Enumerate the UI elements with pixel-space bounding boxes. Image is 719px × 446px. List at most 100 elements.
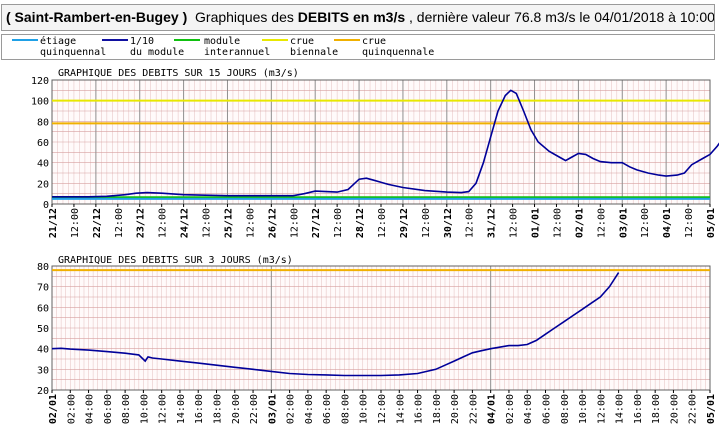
- x-tick-label: 16:00: [633, 394, 644, 424]
- x-tick-label: 06:00: [322, 394, 333, 424]
- legend-label: crue biennale: [290, 36, 339, 58]
- x-tick-label: 02/01: [574, 208, 585, 238]
- x-tick-label: 03/01: [618, 208, 629, 238]
- x-tick-label: 10:00: [359, 394, 370, 424]
- legend-line: [102, 39, 128, 41]
- x-tick-label: 12:00: [640, 208, 651, 238]
- x-tick-label: 04:00: [304, 394, 315, 424]
- y-tick-label: 80: [37, 262, 49, 273]
- legend-line: [174, 39, 200, 41]
- x-tick-label: 12:00: [114, 208, 125, 238]
- legend-label: module interannuel: [204, 36, 271, 58]
- x-tick-label: 26/12: [267, 208, 278, 238]
- x-tick-label: 29/12: [399, 208, 410, 238]
- x-tick-label: 05/01: [706, 394, 717, 424]
- x-tick-label: 16:00: [414, 394, 425, 424]
- x-tick-label: 22:00: [688, 394, 699, 424]
- x-tick-label: 10:00: [578, 394, 589, 424]
- x-tick-label: 18:00: [432, 394, 443, 424]
- title-last-value: , dernière valeur 76.8 m3/s le 04/01/201…: [409, 9, 715, 25]
- x-tick-label: 12:00: [684, 208, 695, 238]
- x-tick-label: 18:00: [651, 394, 662, 424]
- x-tick-label: 12:00: [333, 208, 344, 238]
- x-tick-label: 12:00: [245, 208, 256, 238]
- y-tick-label: 60: [37, 138, 49, 149]
- series-line: [51, 272, 620, 377]
- y-tick-label: 50: [37, 324, 49, 335]
- x-tick-label: 31/12: [487, 208, 498, 238]
- title-grandeur: DEBITS en m3/s: [297, 9, 406, 25]
- x-tick-label: 12:00: [202, 208, 213, 238]
- y-tick-label: 20: [37, 179, 49, 190]
- x-tick-label: 14:00: [615, 394, 626, 424]
- x-tick-label: 12:00: [509, 208, 520, 238]
- x-tick-label: 20:00: [450, 394, 461, 424]
- title-prefix: Graphiques des: [195, 9, 294, 25]
- x-tick-label: 08:00: [560, 394, 571, 424]
- y-tick-label: 70: [37, 283, 49, 294]
- x-tick-label: 12:00: [596, 208, 607, 238]
- y-tick-label: 120: [31, 76, 49, 87]
- x-tick-label: 22/12: [92, 208, 103, 238]
- y-tick-label: 0: [43, 200, 49, 211]
- x-tick-label: 04:00: [85, 394, 96, 424]
- x-tick-label: 24/12: [180, 208, 191, 238]
- x-tick-label: 04/01: [487, 394, 498, 424]
- legend-label: étiage quinquennal: [40, 36, 107, 58]
- y-tick-label: 60: [37, 303, 49, 314]
- x-tick-label: 02:00: [505, 394, 516, 424]
- x-tick-label: 22:00: [468, 394, 479, 424]
- x-tick-label: 03/01: [267, 394, 278, 424]
- x-tick-label: 06:00: [542, 394, 553, 424]
- x-tick-label: 02:00: [66, 394, 77, 424]
- y-tick-label: 20: [37, 386, 49, 397]
- legend-label: crue quinquennale: [362, 36, 435, 58]
- x-tick-label: 28/12: [355, 208, 366, 238]
- chart-15-days: GRAPHIQUE DES DEBITS SUR 15 JOURS (m3/s)…: [31, 68, 719, 238]
- x-tick-label: 02:00: [286, 394, 297, 424]
- x-tick-label: 14:00: [395, 394, 406, 424]
- x-tick-label: 12:00: [596, 394, 607, 424]
- y-tick-label: 40: [37, 345, 49, 356]
- x-tick-label: 14:00: [176, 394, 187, 424]
- x-tick-label: 04/01: [662, 208, 673, 238]
- x-tick-label: 12:00: [377, 394, 388, 424]
- x-tick-label: 21/12: [48, 208, 59, 238]
- y-tick-label: 40: [37, 159, 49, 170]
- x-tick-label: 23/12: [136, 208, 147, 238]
- series-line: [52, 89, 719, 198]
- x-tick-label: 16:00: [194, 394, 205, 424]
- x-tick-label: 12:00: [465, 208, 476, 238]
- station-name: ( Saint-Rambert-en-Bugey ): [6, 9, 188, 25]
- x-tick-label: 12:00: [552, 208, 563, 238]
- x-tick-label: 08:00: [121, 394, 132, 424]
- x-tick-label: 12:00: [158, 394, 169, 424]
- legend-line: [262, 39, 288, 41]
- x-tick-label: 27/12: [311, 208, 322, 238]
- x-tick-label: 30/12: [443, 208, 454, 238]
- chart-3-days: GRAPHIQUE DES DEBITS SUR 3 JOURS (m3/s) 2…: [37, 255, 717, 424]
- x-tick-label: 12:00: [70, 208, 81, 238]
- x-tick-label: 04:00: [523, 394, 534, 424]
- chart-title: GRAPHIQUE DES DEBITS SUR 3 JOURS (m3/s): [58, 255, 293, 266]
- legend-label: 1/10 du module: [130, 36, 185, 58]
- y-tick-label: 80: [37, 117, 49, 128]
- x-tick-label: 20:00: [231, 394, 242, 424]
- title-bar: ( Saint-Rambert-en-Bugey ) Graphiques de…: [1, 4, 715, 31]
- y-tick-label: 100: [31, 97, 49, 108]
- x-tick-label: 12:00: [421, 208, 432, 238]
- x-tick-label: 12:00: [377, 208, 388, 238]
- legend: étiage quinquennal 1/10 du module module i…: [1, 34, 715, 60]
- legend-line: [334, 39, 360, 41]
- x-tick-label: 12:00: [158, 208, 169, 238]
- legend-line: [12, 39, 38, 41]
- x-tick-label: 12:00: [289, 208, 300, 238]
- x-tick-label: 18:00: [213, 394, 224, 424]
- x-tick-label: 08:00: [340, 394, 351, 424]
- chart-title: GRAPHIQUE DES DEBITS SUR 15 JOURS (m3/s): [58, 68, 299, 79]
- x-tick-label: 20:00: [669, 394, 680, 424]
- x-tick-label: 02/01: [48, 394, 59, 424]
- x-tick-label: 05/01: [706, 208, 717, 238]
- x-tick-label: 06:00: [103, 394, 114, 424]
- x-tick-label: 01/01: [531, 208, 542, 238]
